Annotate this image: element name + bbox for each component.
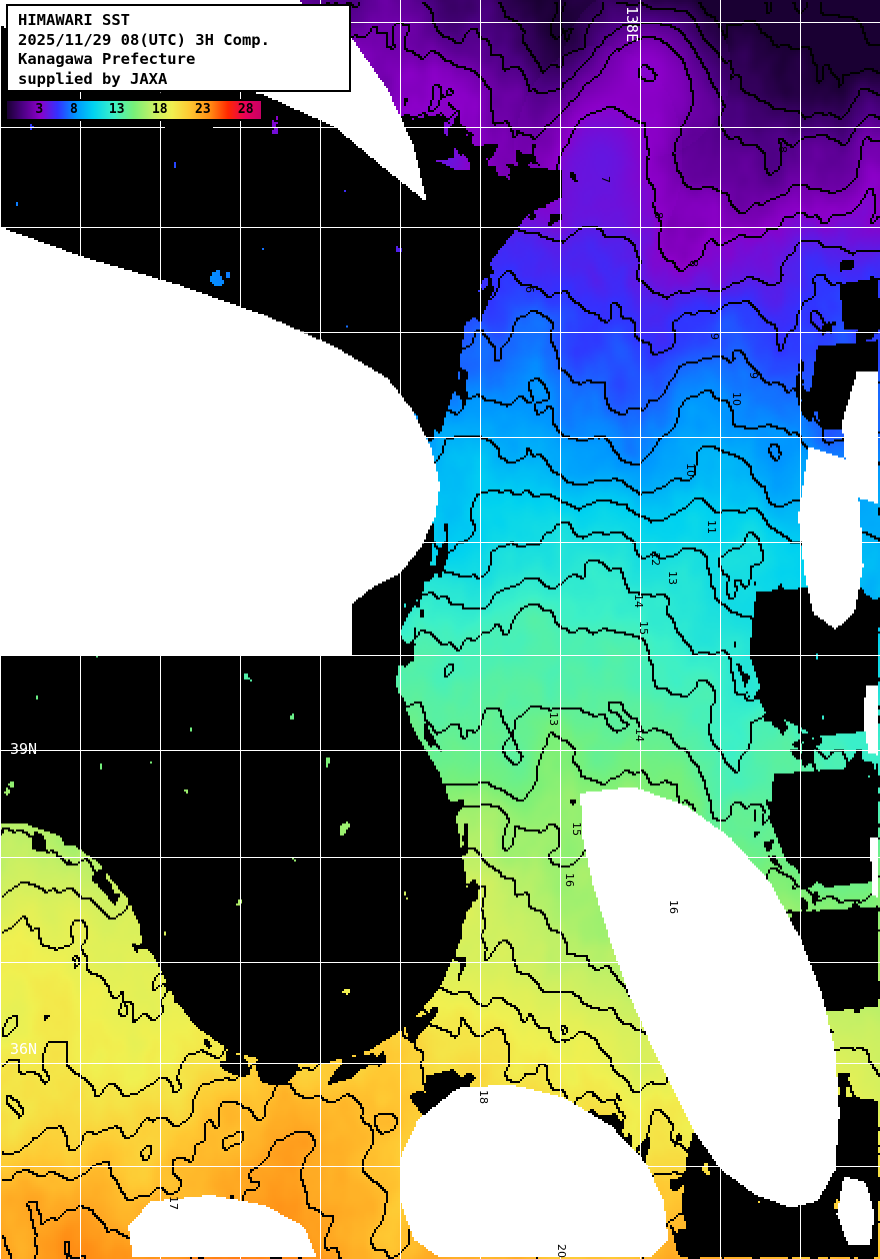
- colorbar-tick-18: 18: [151, 102, 168, 117]
- colorbar-tick-13: 13: [108, 102, 125, 117]
- colorbar-tick-labels: 3 8 13 18 23 28: [5, 99, 263, 121]
- cloudmask-blob-tail: [196, 118, 210, 130]
- colorbar-tick-8: 8: [69, 102, 78, 117]
- info-line-region: Kanagawa Prefecture: [18, 50, 196, 68]
- info-line-product: HIMAWARI SST: [18, 11, 130, 29]
- colorbar-tick-23: 23: [195, 102, 211, 117]
- colorbar-tick-28: 28: [237, 102, 254, 117]
- colorbar-tick-3: 3: [35, 102, 44, 117]
- info-line-credit: supplied by JAXA: [18, 69, 168, 88]
- info-box: HIMAWARI SST 2025/11/29 08(UTC) 3H Comp.…: [6, 4, 351, 92]
- colorbar-gradient: [7, 101, 261, 119]
- colorbar: [5, 99, 263, 121]
- info-line-datetime: 2025/11/29 08(UTC) 3H Comp.: [18, 30, 270, 49]
